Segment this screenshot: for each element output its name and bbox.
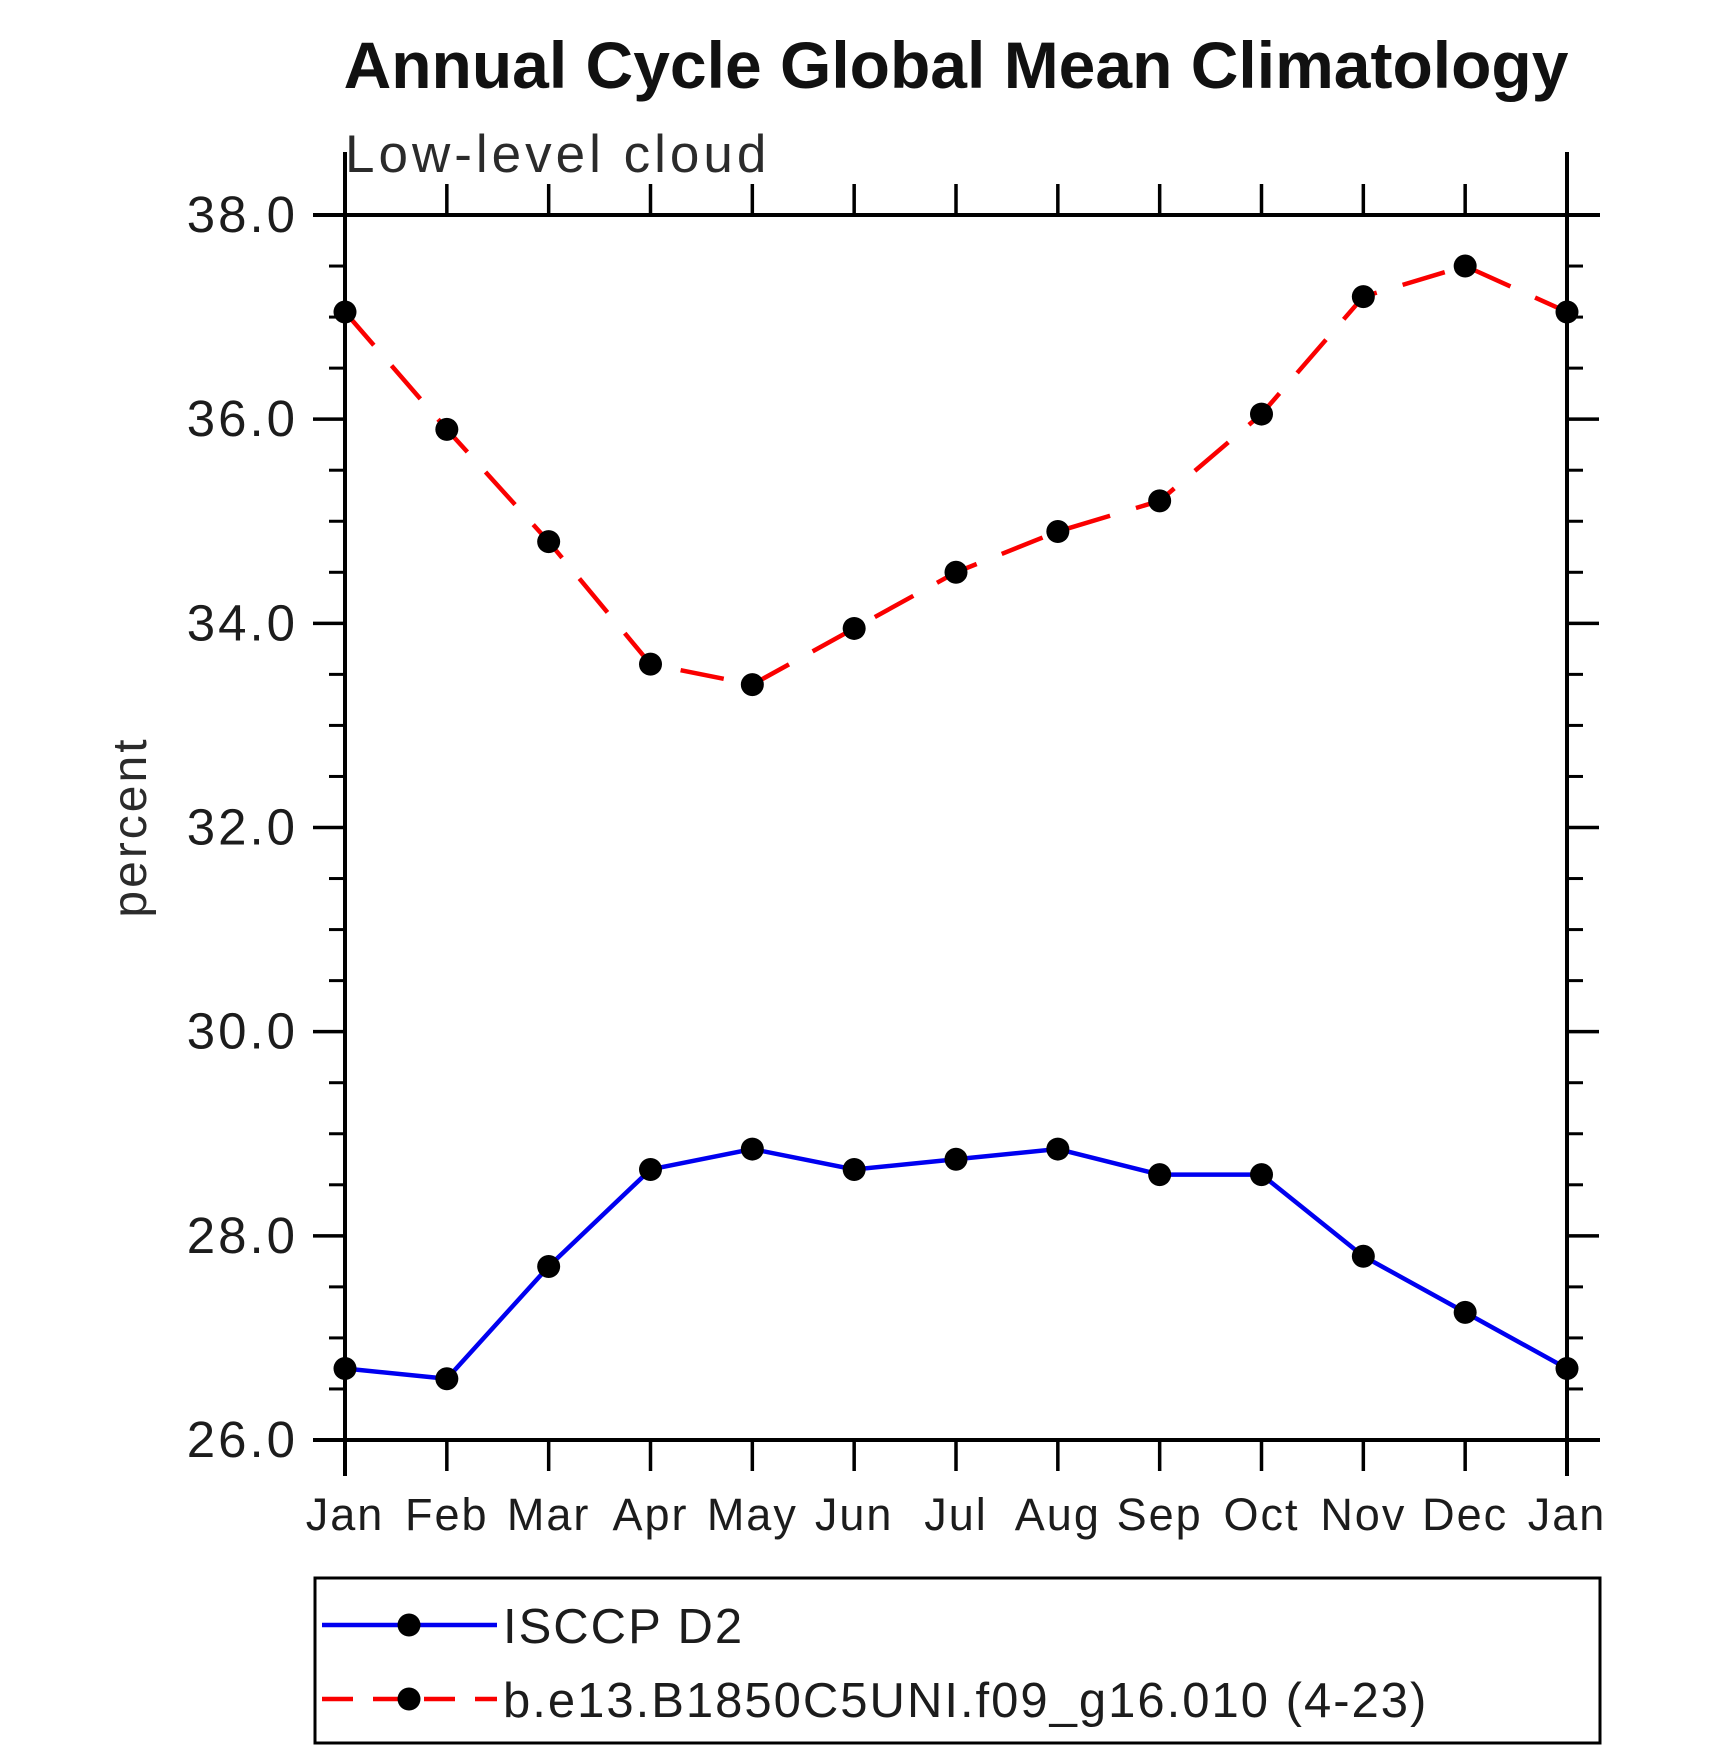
x-tick-label: May: [707, 1489, 798, 1540]
chart-title: Annual Cycle Global Mean Climatology: [344, 28, 1569, 102]
data-point-s0-3: [639, 1157, 662, 1181]
y-tick-labels: 26.0 28.0 30.0 32.0 34.0 36.0 38.0: [187, 186, 298, 1468]
data-point-s1-2: [537, 530, 561, 554]
x-tick-label: Mar: [507, 1489, 591, 1540]
legend-key-marker-0: [397, 1613, 421, 1637]
ticks-group: [313, 184, 1599, 1471]
x-tick-label: Aug: [1015, 1489, 1101, 1540]
data-point-s0-6: [944, 1147, 968, 1171]
data-point-s1-6: [944, 560, 968, 584]
data-point-s0-5: [842, 1157, 866, 1181]
data-point-s1-9: [1250, 402, 1273, 426]
y-tick-label: 28.0: [187, 1207, 298, 1264]
legend-key-marker-1: [397, 1687, 421, 1711]
data-point-s1-8: [1148, 489, 1172, 513]
axes-group: [313, 152, 1600, 1476]
y-tick-label: 34.0: [187, 594, 298, 651]
data-point-s1-11: [1453, 254, 1477, 278]
data-point-s0-1: [435, 1367, 459, 1391]
y-tick-label: 32.0: [187, 799, 298, 856]
legend-label-series-1: b.e13.B1850C5UNI.f09_g16.010 (4-23): [503, 1674, 1428, 1728]
x-tick-label: Jan: [306, 1489, 385, 1540]
chart-subtitle: Low-level cloud: [345, 125, 770, 184]
series-line-0: [344, 1146, 1569, 1382]
y-axis-label: percent: [104, 736, 157, 917]
data-point-s1-7: [1046, 519, 1070, 543]
data-point-s0-9: [1250, 1163, 1273, 1187]
data-point-s0-0: [333, 1357, 357, 1381]
x-tick-label: Jan: [1528, 1489, 1607, 1540]
legend-keys: [322, 1613, 497, 1711]
data-point-s1-1: [435, 417, 459, 441]
data-point-s0-7: [1046, 1137, 1070, 1161]
x-tick-label: Feb: [405, 1489, 489, 1540]
data-point-s0-11: [1453, 1300, 1477, 1324]
data-point-s0-12: [1555, 1357, 1579, 1381]
x-tick-label: Apr: [612, 1489, 688, 1540]
data-point-s0-8: [1148, 1163, 1172, 1187]
x-tick-label: Nov: [1320, 1489, 1406, 1540]
series-line-1: [343, 263, 1568, 687]
y-tick-label: 30.0: [187, 1003, 298, 1060]
y-tick-label: 38.0: [187, 186, 298, 243]
legend-box-group: ISCCP D2 b.e13.B1850C5UNI.f09_g16.010 (4…: [313, 1576, 1602, 1745]
data-point-s1-3: [639, 652, 662, 676]
y-tick-label: 36.0: [187, 390, 298, 447]
data-point-s0-10: [1351, 1244, 1375, 1268]
legend-label-series-0: ISCCP D2: [503, 1600, 744, 1654]
data-point-s0-4: [740, 1137, 764, 1161]
data-point-s1-5: [842, 616, 866, 640]
y-tick-label: 26.0: [187, 1411, 298, 1468]
data-point-s1-0: [333, 300, 357, 324]
data-point-s1-10: [1351, 285, 1375, 309]
data-point-s1-4: [740, 673, 764, 697]
series-group: [333, 254, 1579, 1391]
data-point-s1-12: [1555, 300, 1579, 324]
x-tick-label: Oct: [1223, 1489, 1299, 1540]
x-tick-label: Dec: [1422, 1489, 1508, 1540]
x-tick-label: Sep: [1117, 1489, 1203, 1540]
x-tick-labels: Jan Feb Mar Apr May Jun Jul Aug Sep Oct Nov Dec Jan: [306, 1489, 1607, 1540]
legend-border: [313, 1576, 1602, 1745]
x-tick-label: Jul: [924, 1489, 988, 1540]
data-point-s0-2: [537, 1254, 561, 1278]
x-tick-label: Jun: [815, 1489, 894, 1540]
